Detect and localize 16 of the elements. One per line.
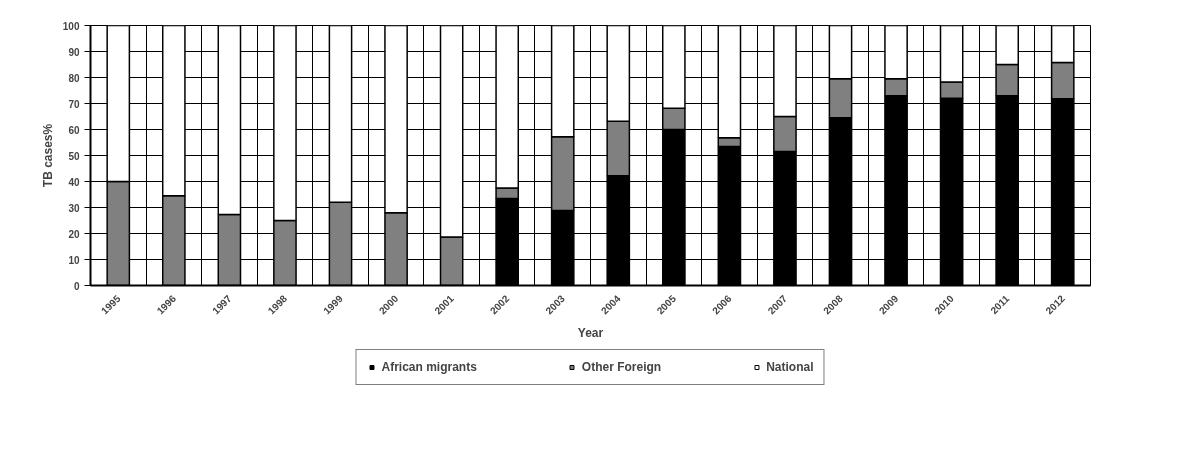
y-tick-label: 50: [68, 150, 80, 162]
y-tick-label: 40: [68, 176, 80, 188]
y-tick-label: 10: [68, 254, 80, 266]
y-axis-title: TB cases%: [40, 123, 55, 188]
legend-label: Other Foreign: [581, 360, 662, 374]
y-tick-label: 100: [62, 20, 80, 32]
y-tick-label: 70: [68, 98, 80, 110]
y-tick-label: 30: [68, 202, 80, 214]
y-tick-label: 60: [68, 124, 80, 136]
y-tick-label: 20: [68, 228, 80, 240]
x-axis-title: Year: [577, 325, 604, 340]
y-tick-label: 0: [73, 280, 80, 292]
legend-label: African migrants: [381, 360, 477, 374]
y-tick-label: 90: [68, 46, 80, 58]
legend-label: National: [766, 360, 814, 374]
y-tick-label: 80: [68, 72, 80, 84]
